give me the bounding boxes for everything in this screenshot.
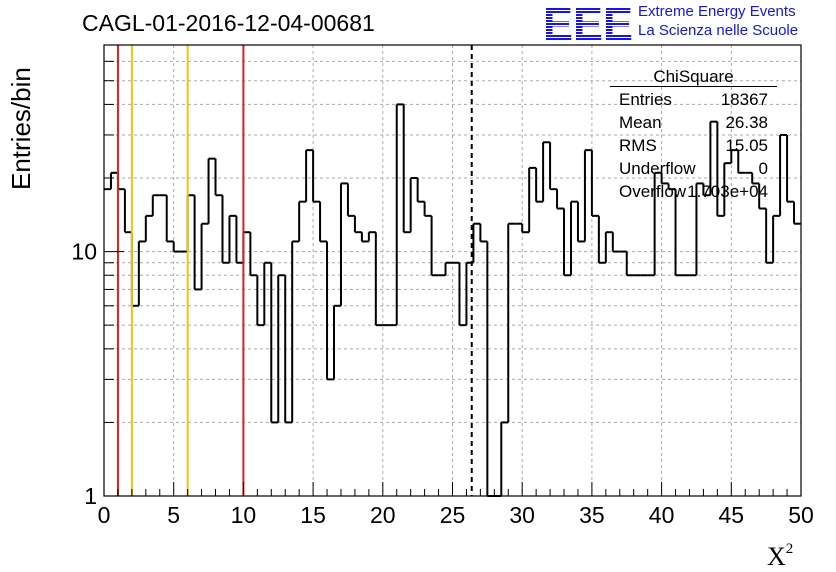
histogram-layer [104, 103, 801, 497]
logo-caption-line2: La Scienza nelle Scuole [638, 22, 799, 39]
stat-value: 0 [758, 159, 768, 178]
x-tick-label: 40 [649, 502, 675, 528]
x-tick-label: 35 [579, 502, 605, 528]
stat-row-underflow: Underflow 0 [610, 156, 777, 179]
x-axis-label-superscript: 2 [785, 541, 794, 557]
x-tick-label: 25 [440, 502, 466, 528]
x-axis-label: X2 [767, 541, 793, 572]
y-tick-label: 1 [84, 483, 97, 509]
stat-row-entries: Entries 18367 [610, 87, 777, 110]
x-tick-label: 30 [509, 502, 535, 528]
y-tick-label: 10 [71, 239, 97, 265]
x-tick-label: 10 [231, 502, 257, 528]
axis-tick-labels: 0 5 10 15 20 25 30 35 40 45 50 1 10 [71, 239, 813, 528]
statistics-box: ChiSquare Entries 18367 Mean 26.38 RMS 1… [610, 64, 777, 202]
x-axis-label-main: X [767, 542, 786, 571]
x-tick-label: 0 [98, 502, 111, 528]
axis-ticks [103, 44, 802, 497]
stat-label: Underflow [619, 159, 696, 178]
stat-value: 1.703e+04 [687, 182, 768, 201]
y-axis-label: Entries/bin [6, 67, 36, 190]
eee-logo: EEE [543, 2, 633, 44]
stat-value: 15.05 [725, 136, 768, 155]
stat-row-overflow: Overflow 1.703e+04 [610, 179, 777, 202]
x-tick-label: 20 [370, 502, 396, 528]
stat-row-rms: RMS 15.05 [610, 133, 777, 156]
stat-value: 26.38 [725, 113, 768, 132]
stat-label: Mean [619, 113, 662, 132]
stat-label: Entries [619, 90, 672, 109]
marker-lines [116, 45, 473, 496]
x-tick-label: 15 [300, 502, 326, 528]
x-tick-label: 45 [719, 502, 745, 528]
statistics-title: ChiSquare [610, 64, 777, 87]
stat-label: RMS [619, 136, 657, 155]
x-tick-label: 50 [788, 502, 814, 528]
logo-lettering: EEE [543, 2, 633, 44]
x-tick-label: 5 [167, 502, 180, 528]
logo-caption-line1: Extreme Energy Events [638, 3, 796, 20]
stat-label: Overflow [619, 182, 687, 201]
chart-title: CAGL-01-2016-12-04-00681 [82, 10, 375, 36]
stat-row-mean: Mean 26.38 [610, 110, 777, 133]
stat-value: 18367 [720, 90, 768, 109]
